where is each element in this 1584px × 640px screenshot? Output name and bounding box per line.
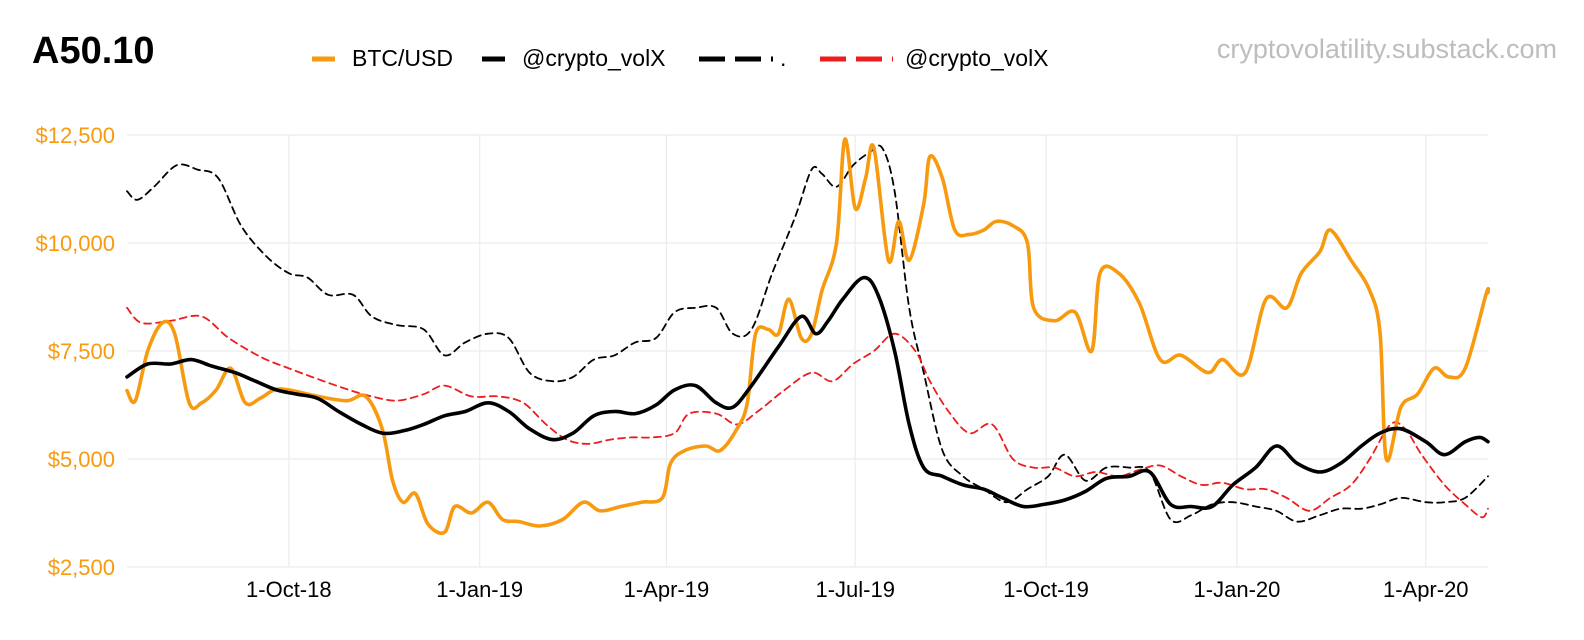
plot-area xyxy=(125,137,1491,535)
series-crypto-volx-line xyxy=(125,275,1490,510)
legend: BTC/USD @crypto_volX . @crypto_volX xyxy=(312,45,1049,71)
x-tick-label-1: 1-Jan-19 xyxy=(436,577,523,602)
watermark-text: cryptovolatility.substack.com xyxy=(1217,34,1557,64)
y-tick-label-0: $2,500 xyxy=(48,555,115,580)
legend-item-volx-red[interactable]: @crypto_volX xyxy=(820,45,1049,71)
y-tick-label-2: $7,500 xyxy=(48,339,115,364)
legend-item-btc[interactable]: BTC/USD xyxy=(312,45,453,71)
legend-item-dot[interactable]: . xyxy=(699,45,786,71)
x-axis: 1-Oct-18 1-Jan-19 1-Apr-19 1-Jul-19 1-Oct-19… xyxy=(246,577,1469,602)
y-tick-label-1: $5,000 xyxy=(48,447,115,472)
y-axis: $2,500 $5,000 $7,500 $10,000 $12,500 xyxy=(35,123,115,580)
series-btc-usd-line xyxy=(125,137,1491,535)
series-crypto-volx-red-dashed-line xyxy=(126,306,1489,519)
chart-title: A50.10 xyxy=(32,30,155,72)
legend-item-volx[interactable]: @crypto_volX xyxy=(482,45,666,71)
x-tick-label-6: 1-Apr-20 xyxy=(1383,577,1469,602)
legend-label-volx-red: @crypto_volX xyxy=(905,45,1049,71)
legend-label-volx: @crypto_volX xyxy=(522,45,666,71)
x-tick-label-3: 1-Jul-19 xyxy=(815,577,894,602)
x-tick-label-0: 1-Oct-18 xyxy=(246,577,332,602)
legend-label-btc: BTC/USD xyxy=(352,45,453,71)
x-tick-label-2: 1-Apr-19 xyxy=(624,577,710,602)
y-tick-label-4: $12,500 xyxy=(35,123,115,148)
series-dot-dashed-line xyxy=(126,144,1489,524)
y-tick-label-3: $10,000 xyxy=(35,231,115,256)
legend-label-dot: . xyxy=(780,45,786,71)
x-tick-label-5: 1-Jan-20 xyxy=(1194,577,1281,602)
grid xyxy=(127,134,1488,568)
x-tick-label-4: 1-Oct-19 xyxy=(1003,577,1089,602)
